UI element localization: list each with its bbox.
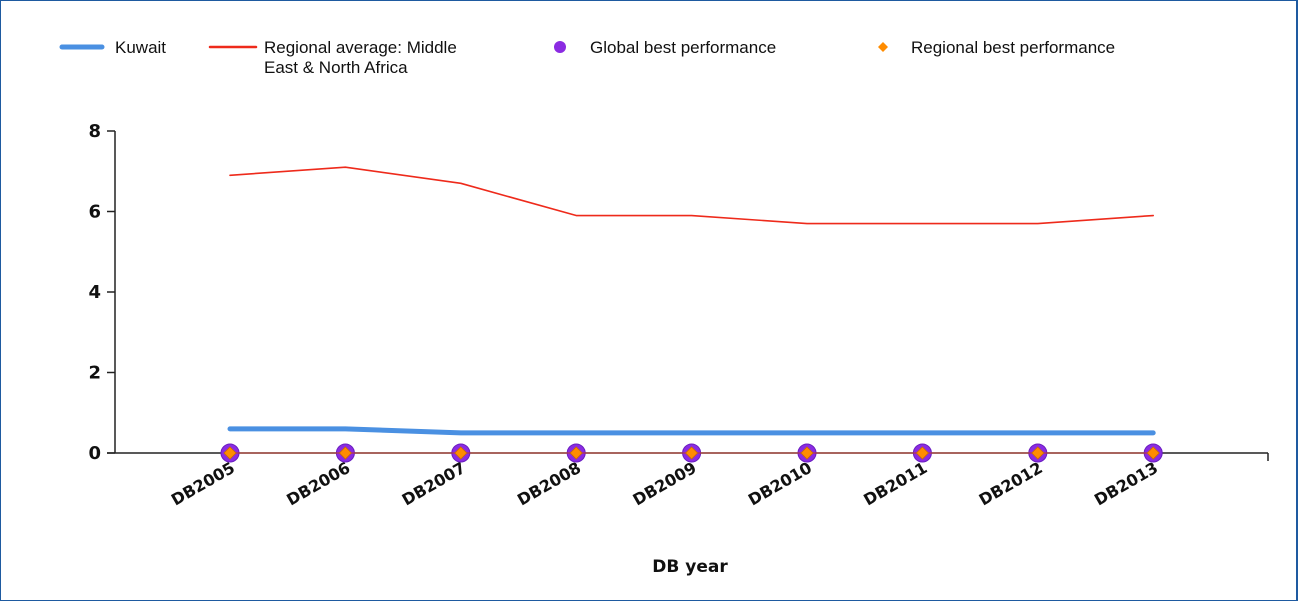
legend-item: Kuwait <box>62 38 166 57</box>
x-tick-label: DB2007 <box>399 458 469 509</box>
series-line-regional-average <box>230 167 1153 223</box>
legend-item: Global best performance <box>554 38 776 57</box>
legend-label: Regional best performance <box>911 38 1115 57</box>
x-tick-label: DB2009 <box>629 458 699 509</box>
x-tick-label: DB2008 <box>514 458 584 509</box>
x-tick-label: DB2012 <box>976 458 1046 509</box>
y-tick-label: 8 <box>88 121 101 142</box>
legend-symbol <box>554 41 566 53</box>
x-tick-label: DB2010 <box>745 458 815 509</box>
legend-symbol <box>878 42 888 52</box>
series-line-kuwait <box>230 429 1153 433</box>
markers-group <box>221 444 1162 462</box>
legend-label: Global best performance <box>590 38 776 57</box>
x-tick-label: DB2013 <box>1091 458 1161 509</box>
x-tick-label: DB2011 <box>860 458 930 509</box>
y-tick-label: 6 <box>88 202 101 223</box>
x-tick-label: DB2006 <box>283 458 353 509</box>
y-axis-ticks: 0 2 4 6 8 <box>88 121 115 464</box>
legend-label: East & North Africa <box>264 58 408 77</box>
x-axis-label: DB year <box>652 557 728 577</box>
series-group <box>230 167 1153 433</box>
legend-label: Kuwait <box>115 38 166 57</box>
y-tick-label: 4 <box>88 282 101 303</box>
axes <box>107 131 1268 461</box>
y-tick-label: 0 <box>88 443 101 464</box>
x-axis-ticks: DB2005 DB2006 DB2007 DB2008 DB2009 DB2010 DB20… <box>168 453 1161 509</box>
legend-label: Regional average: Middle <box>264 38 457 57</box>
x-tick-label: DB2005 <box>168 458 238 509</box>
y-tick-label: 2 <box>88 363 101 384</box>
legend-item: Regional best performance <box>878 38 1115 57</box>
